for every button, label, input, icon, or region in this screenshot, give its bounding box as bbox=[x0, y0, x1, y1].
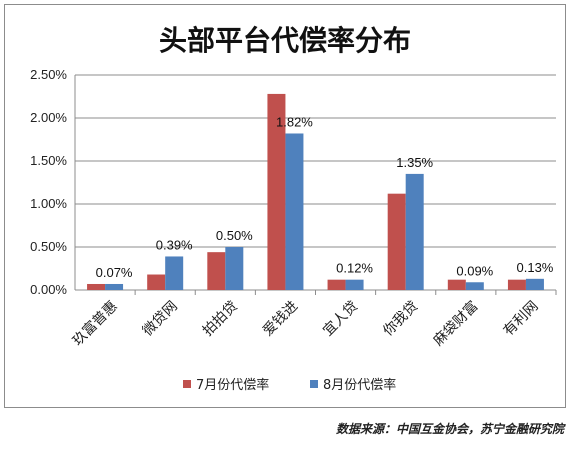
category-label: 拍拍贷 bbox=[200, 298, 241, 339]
bars bbox=[87, 93, 544, 290]
legend-swatch bbox=[310, 380, 318, 388]
bar-july bbox=[507, 279, 526, 290]
bar-august bbox=[525, 278, 544, 290]
data-label: 0.12% bbox=[336, 261, 373, 276]
category-label: 宜人贷 bbox=[320, 298, 361, 339]
bar-july bbox=[207, 252, 226, 290]
data-label: 0.07% bbox=[96, 265, 133, 280]
legend-label: 7月份代偿率 bbox=[196, 377, 269, 393]
data-label: 1.35% bbox=[396, 155, 433, 170]
y-tick-label: 1.00% bbox=[30, 196, 67, 211]
source-note: 数据来源：中国互金协会，苏宁金融研究院 bbox=[335, 422, 564, 436]
data-label: 0.39% bbox=[156, 237, 193, 252]
bar-august bbox=[405, 173, 424, 290]
bar-august bbox=[105, 283, 124, 290]
data-label: 1.82% bbox=[276, 114, 313, 129]
data-labels: 0.07% 0.39% 0.50% 1.82% 0.12% 1.35% 0.09% 0.13% bbox=[96, 114, 554, 280]
data-label: 0.09% bbox=[456, 263, 493, 278]
category-label: 微贷网 bbox=[140, 298, 181, 339]
axes: 0.00% 0.50% 1.00% 1.50% 2.00% 2.50% bbox=[30, 67, 557, 297]
category-labels: 玖富普惠 微贷网 拍拍贷 爱钱进 宜人贷 你我贷 麻袋财富 有利网 bbox=[69, 298, 541, 350]
bar-july bbox=[387, 193, 406, 290]
y-tick-label: 0.00% bbox=[30, 282, 67, 297]
legend-swatch bbox=[183, 380, 191, 388]
y-tick-label: 1.50% bbox=[30, 153, 67, 168]
bar-july bbox=[327, 279, 346, 290]
bar-july bbox=[447, 279, 466, 290]
legend: 7月份代偿率 8月份代偿率 bbox=[183, 377, 396, 393]
chart-title: 头部平台代偿率分布 bbox=[159, 24, 411, 57]
bar-august bbox=[465, 282, 484, 290]
y-tick-label: 2.50% bbox=[30, 67, 67, 82]
bar-july bbox=[87, 283, 106, 290]
data-label: 0.13% bbox=[517, 260, 554, 275]
bar-august bbox=[345, 279, 364, 290]
data-label: 0.50% bbox=[216, 228, 253, 243]
bar-august bbox=[165, 256, 184, 290]
bar-july bbox=[267, 93, 286, 290]
gridlines bbox=[75, 74, 556, 248]
category-label: 爱钱进 bbox=[260, 298, 301, 339]
category-label: 玖富普惠 bbox=[69, 298, 121, 350]
y-tick-label: 0.50% bbox=[30, 239, 67, 254]
bar-august bbox=[225, 247, 244, 290]
y-tick-label: 2.00% bbox=[30, 110, 67, 125]
category-label: 你我贷 bbox=[380, 298, 421, 339]
bar-july bbox=[147, 274, 166, 290]
bar-august bbox=[285, 133, 304, 290]
category-label: 麻袋财富 bbox=[430, 298, 482, 350]
legend-label: 8月份代偿率 bbox=[323, 377, 396, 393]
category-label: 有利网 bbox=[501, 298, 542, 339]
